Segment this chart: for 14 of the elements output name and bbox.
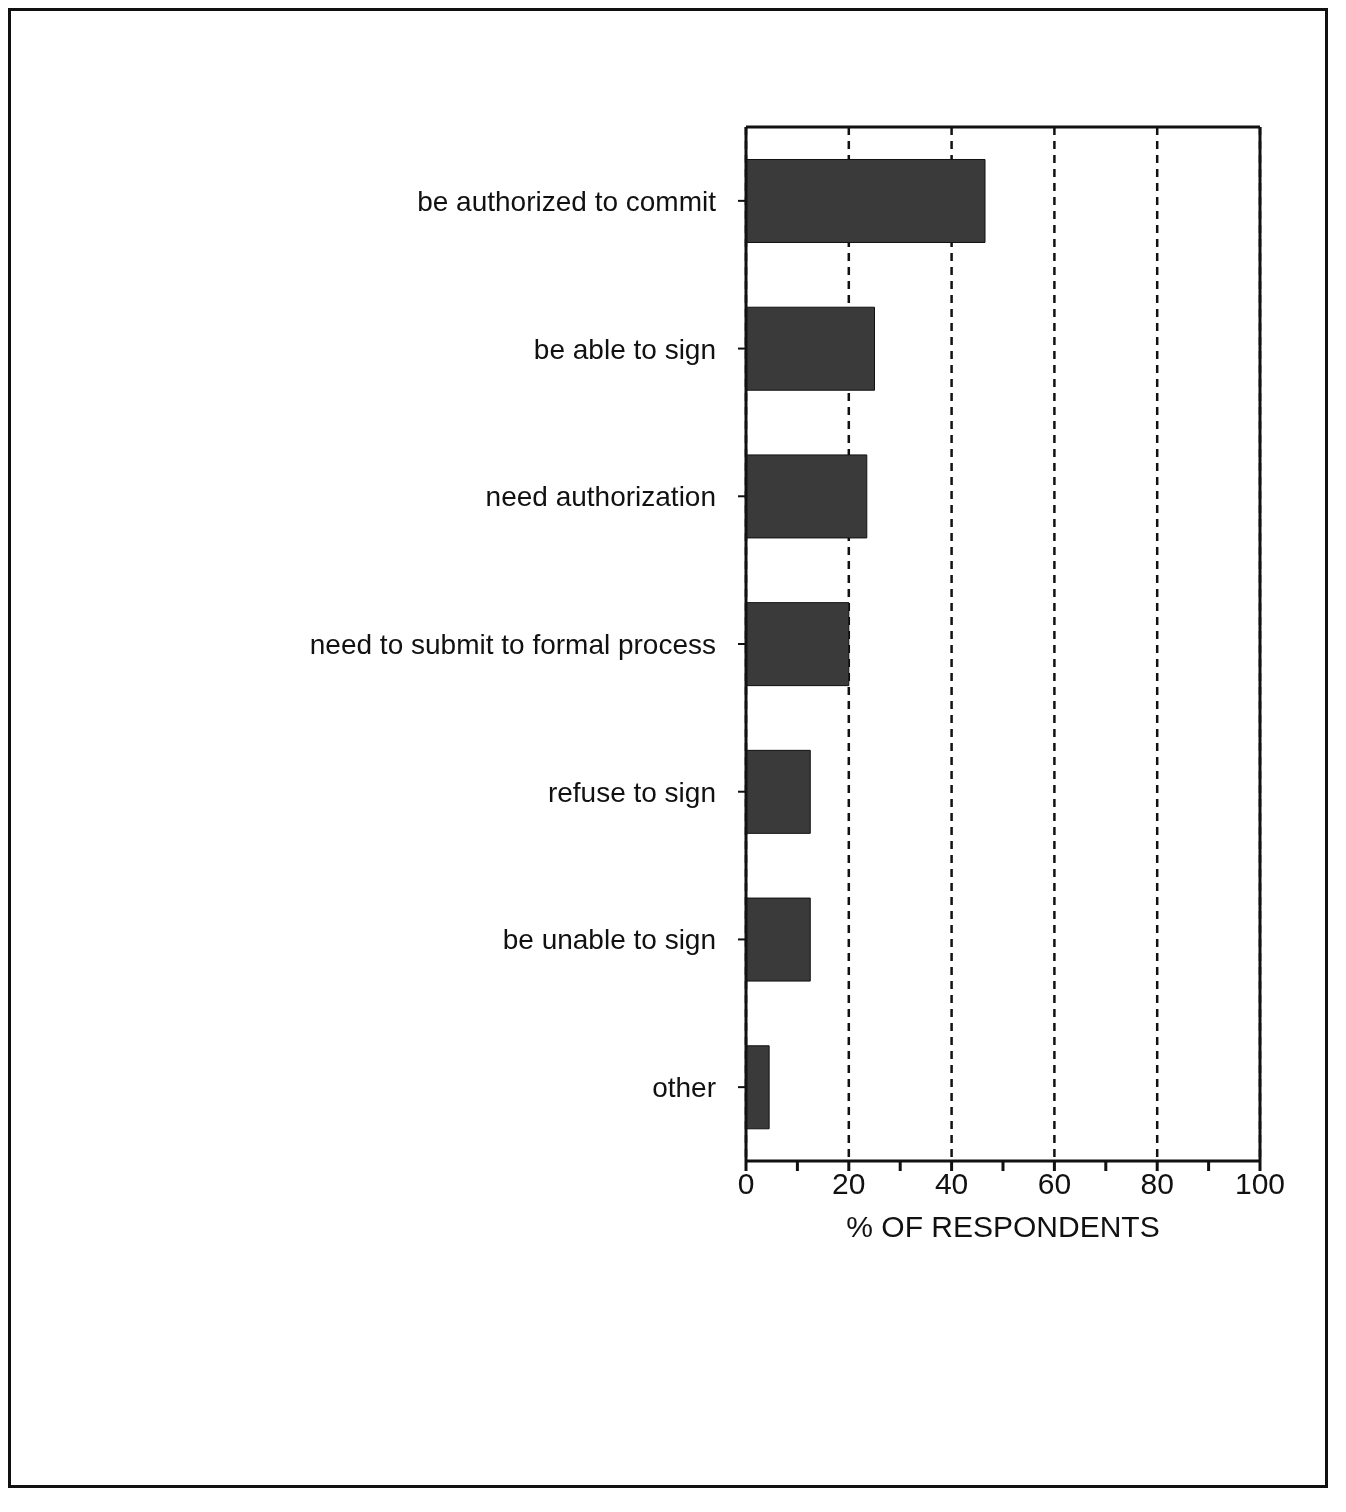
y-tick-label: be able to sign [533,333,716,365]
x-tick-label: 0 [737,1167,755,1201]
x-tick-label: 100 [1234,1167,1286,1201]
y-tick-label: other [652,1072,716,1104]
y-tick-label: refuse to sign [547,776,716,808]
y-tick-label: be unable to sign [502,924,716,956]
x-axis-title: % OF RESPONDENTS [846,1210,1160,1244]
y-tick-label: need authorization [485,481,716,513]
x-tick-label: 40 [934,1167,969,1201]
x-tick-label: 60 [1037,1167,1072,1201]
x-tick-label: 80 [1140,1167,1174,1201]
x-tick-label: 20 [832,1167,866,1201]
y-tick-label: be authorized to commit [417,185,717,217]
y-tick-label: need to submit to formal process [309,628,716,660]
